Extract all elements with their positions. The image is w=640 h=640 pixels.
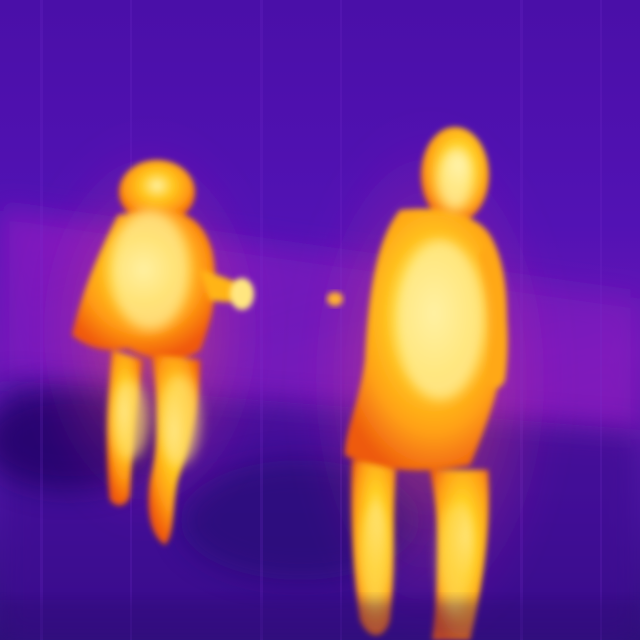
small-warm-spot bbox=[327, 292, 343, 306]
bottom-vignette bbox=[0, 600, 640, 640]
handheld-warm-object bbox=[230, 278, 254, 310]
